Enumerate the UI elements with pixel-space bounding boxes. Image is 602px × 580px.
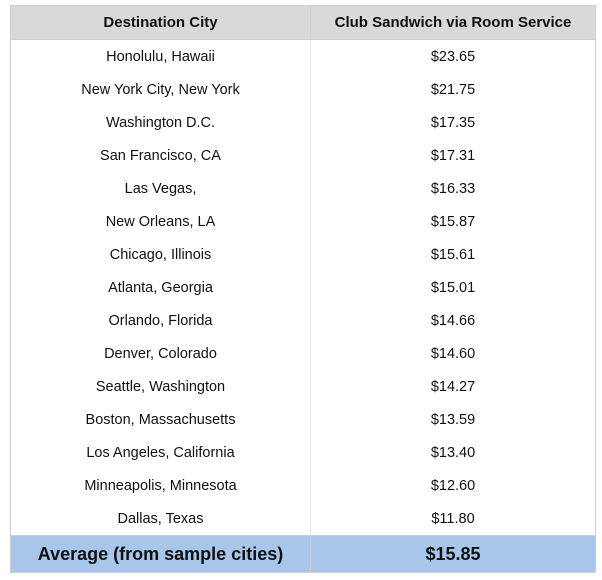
row-city: Las Vegas, <box>11 172 311 205</box>
row-price: $14.60 <box>430 345 476 362</box>
header-club-sandwich-price: Club Sandwich via Room Service <box>334 14 572 31</box>
table-row: Dallas, Texas $11.80 <box>11 502 595 535</box>
row-city: San Francisco, CA <box>11 139 311 172</box>
table-footer-row: Average (from sample cities) $15.85 <box>11 535 595 572</box>
row-price: $17.31 <box>430 147 476 164</box>
row-price: $14.27 <box>430 378 476 395</box>
row-price: $12.60 <box>430 477 476 494</box>
table-row: Chicago, Illinois $15.61 <box>11 238 595 271</box>
row-price: $13.40 <box>430 444 476 461</box>
table-row: Boston, Massachusetts $13.59 <box>11 403 595 436</box>
footer-average-label: Average (from sample cities) <box>11 536 311 572</box>
row-city: Honolulu, Hawaii <box>11 40 311 73</box>
row-price: $17.35 <box>430 114 476 131</box>
row-price: $16.33 <box>430 180 476 197</box>
row-city: New York City, New York <box>11 73 311 106</box>
row-city: Denver, Colorado <box>11 337 311 370</box>
row-city: Minneapolis, Minnesota <box>11 469 311 502</box>
row-city: Dallas, Texas <box>11 502 311 535</box>
row-price: $23.65 <box>430 48 476 65</box>
table-row: Denver, Colorado $14.60 <box>11 337 595 370</box>
row-city: Washington D.C. <box>11 106 311 139</box>
table-row: Seattle, Washington $14.27 <box>11 370 595 403</box>
price-table: Destination City Club Sandwich via Room … <box>10 5 596 573</box>
table-row: Los Angeles, California $13.40 <box>11 436 595 469</box>
row-city: Chicago, Illinois <box>11 238 311 271</box>
row-city: Boston, Massachusetts <box>11 403 311 436</box>
table-row: San Francisco, CA $17.31 <box>11 139 595 172</box>
row-city: Los Angeles, California <box>11 436 311 469</box>
table-row: Las Vegas, $16.33 <box>11 172 595 205</box>
row-city: New Orleans, LA <box>11 205 311 238</box>
table-row: Atlanta, Georgia $15.01 <box>11 271 595 304</box>
row-city: Atlanta, Georgia <box>11 271 311 304</box>
row-price: $15.01 <box>430 279 476 296</box>
row-price: $11.80 <box>431 510 475 527</box>
row-price: $15.87 <box>430 213 476 230</box>
footer-average-value: $15.85 <box>425 543 481 564</box>
row-price: $21.75 <box>430 81 476 98</box>
table-row: Orlando, Florida $14.66 <box>11 304 595 337</box>
header-destination-city: Destination City <box>11 6 311 39</box>
table-body: Honolulu, Hawaii $23.65 New York City, New… <box>11 40 595 535</box>
table-row: Honolulu, Hawaii $23.65 <box>11 40 595 73</box>
row-price: $15.61 <box>430 246 476 263</box>
table-row: Washington D.C. $17.35 <box>11 106 595 139</box>
row-city: Orlando, Florida <box>11 304 311 337</box>
row-city: Seattle, Washington <box>11 370 311 403</box>
table-row: New York City, New York $21.75 <box>11 73 595 106</box>
row-price: $13.59 <box>430 411 476 428</box>
row-price: $14.66 <box>430 312 476 329</box>
table-header-row: Destination City Club Sandwich via Room … <box>11 6 595 40</box>
table-row: Minneapolis, Minnesota $12.60 <box>11 469 595 502</box>
table-row: New Orleans, LA $15.87 <box>11 205 595 238</box>
